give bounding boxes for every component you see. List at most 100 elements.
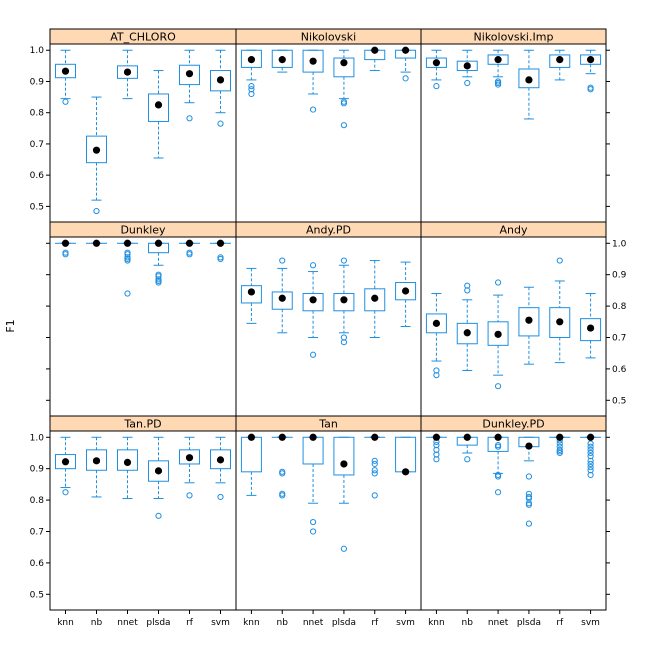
median-point (155, 101, 162, 108)
box-nb (457, 283, 477, 370)
outlier-point (310, 519, 315, 524)
box-nb (87, 437, 107, 497)
outlier-point (63, 490, 68, 495)
y-tick-label: 0.8 (30, 496, 45, 506)
x-tick-label: plsda (146, 618, 170, 628)
panel-frame (236, 44, 421, 222)
median-point (371, 434, 378, 441)
box-nb (87, 240, 107, 247)
x-tick-label: knn (57, 618, 74, 628)
box-nnet (303, 434, 323, 534)
median-point (93, 147, 100, 154)
box-plsda (334, 258, 354, 345)
x-tick-label: nnet (303, 618, 324, 628)
outlier-point (495, 384, 500, 389)
median-point (464, 329, 471, 336)
outlier-point (310, 107, 315, 112)
outlier-point (156, 513, 161, 518)
box-svm (396, 47, 416, 81)
x-tick-label: nb (277, 618, 289, 628)
box-nb (457, 434, 477, 462)
outlier-point (495, 280, 500, 285)
box-svm (396, 437, 416, 475)
outlier-point (434, 84, 439, 89)
median-point (279, 434, 286, 441)
y-tick-label: 0.7 (30, 527, 44, 537)
outlier-point (63, 99, 68, 104)
y-tick-label: 0.5 (612, 396, 626, 406)
box-svm (581, 50, 601, 92)
box-svm (581, 294, 601, 358)
box-plsda (334, 437, 354, 551)
panel-title: Dunkley.PD (482, 418, 544, 431)
box-rf (180, 50, 200, 121)
panel-title: Andy.PD (306, 224, 351, 237)
y-tick-label: 0.6 (30, 559, 45, 569)
box-rf (180, 437, 200, 498)
panel-andy-pd: Andy.PD (236, 222, 421, 416)
median-point (371, 47, 378, 54)
x-tick-label: nnet (488, 618, 509, 628)
outlier-point (218, 121, 223, 126)
box-knn (241, 434, 261, 496)
y-tick-label: 0.8 (612, 302, 627, 312)
median-point (340, 296, 347, 303)
panel-title: Nikolovski (301, 31, 356, 44)
outlier-point (187, 493, 192, 498)
median-point (124, 240, 131, 247)
box-svm (396, 262, 416, 326)
median-point (93, 240, 100, 247)
median-point (340, 59, 347, 66)
x-tick-label: knn (243, 618, 260, 628)
median-point (556, 434, 563, 441)
median-point (309, 434, 316, 441)
median-point (279, 56, 286, 63)
outlier-point (372, 461, 377, 466)
median-point (464, 434, 471, 441)
median-point (402, 47, 409, 54)
y-tick-label: 0.7 (30, 140, 44, 150)
x-tick-label: nb (462, 618, 474, 628)
y-tick-label: 1.0 (30, 46, 45, 56)
median-point (279, 295, 286, 302)
iqr-box (303, 437, 323, 464)
box-nb (272, 434, 292, 498)
box-rf (365, 261, 385, 338)
x-tick-label: nnet (117, 618, 138, 628)
median-point (525, 76, 532, 83)
median-point (217, 240, 224, 247)
outlier-point (125, 291, 130, 296)
box-knn (426, 434, 446, 462)
outlier-point (341, 546, 346, 551)
median-point (124, 69, 131, 76)
outlier-point (372, 471, 377, 476)
median-point (186, 70, 193, 77)
y-tick-label: 0.9 (612, 271, 627, 281)
outlier-point (341, 258, 346, 263)
outlier-point (403, 76, 408, 81)
y-tick-label: 0.5 (30, 202, 44, 212)
median-point (340, 460, 347, 467)
x-tick-label: rf (186, 618, 194, 628)
median-point (248, 288, 255, 295)
median-point (217, 456, 224, 463)
outlier-point (465, 457, 470, 462)
box-knn (56, 240, 76, 257)
box-plsda (519, 50, 539, 119)
median-point (248, 56, 255, 63)
outlier-point (310, 529, 315, 534)
y-tick-label: 1.0 (30, 433, 45, 443)
box-knn (56, 437, 76, 495)
box-rf (550, 434, 570, 456)
outlier-point (218, 494, 223, 499)
outlier-point (557, 258, 562, 263)
box-nnet (118, 240, 138, 296)
box-nnet (118, 437, 138, 498)
box-nnet (488, 280, 508, 389)
box-nnet (303, 263, 323, 358)
y-tick-label: 0.5 (30, 590, 44, 600)
x-tick-label: plsda (517, 618, 541, 628)
